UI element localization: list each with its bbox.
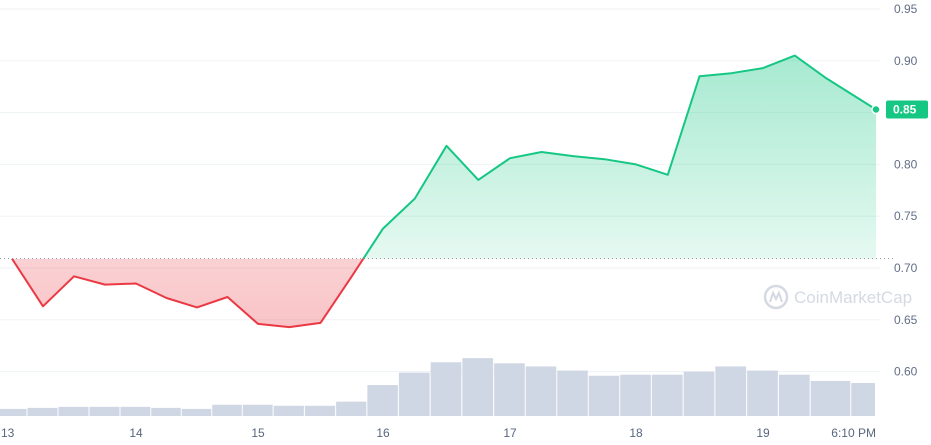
volume-bar xyxy=(715,366,747,416)
volume-bar xyxy=(778,374,810,416)
volume-bar xyxy=(181,408,212,416)
volume-bar xyxy=(212,404,242,416)
y-tick-label: 0.60 xyxy=(894,365,918,379)
y-tick-label: 0.70 xyxy=(894,261,918,275)
volume-bar xyxy=(367,385,398,416)
volume-bar xyxy=(151,407,181,416)
volume-bar xyxy=(89,406,120,416)
watermark-text: CoinMarketCap xyxy=(794,288,912,307)
x-tick-label: 6:10 PM xyxy=(831,426,876,440)
volume-bar xyxy=(494,363,525,416)
x-axis: 13 14 15 16 17 18 19 6:10 PM xyxy=(1,426,876,440)
x-tick-label: 19 xyxy=(756,426,770,440)
price-line-up xyxy=(12,54,877,259)
volume-bar xyxy=(58,406,89,416)
price-line xyxy=(11,54,877,329)
x-tick-label: 15 xyxy=(251,426,265,440)
volume-bar xyxy=(430,362,462,416)
price-line-down xyxy=(11,258,365,329)
volume-bar xyxy=(588,375,620,416)
volume-bars xyxy=(0,358,875,416)
x-tick-label: 18 xyxy=(629,426,643,440)
volume-bar xyxy=(525,366,557,416)
current-price-badge xyxy=(886,100,928,119)
x-tick-label: 16 xyxy=(376,426,390,440)
watermark: CoinMarketCap xyxy=(763,284,912,310)
y-tick-label: 0.90 xyxy=(894,54,918,68)
volume-bar xyxy=(398,372,430,416)
area-below-baseline xyxy=(12,258,876,328)
volume-bar xyxy=(0,408,27,416)
volume-bar xyxy=(747,370,778,416)
current-price-label: 0.85 xyxy=(893,102,917,116)
volume-bar xyxy=(27,407,58,416)
volume-bar xyxy=(242,404,273,416)
x-tick-label: 14 xyxy=(129,426,143,440)
volume-bar xyxy=(120,406,151,416)
volume-bar xyxy=(810,380,851,416)
x-tick-label: 13 xyxy=(1,426,15,440)
y-tick-label: 0.75 xyxy=(894,209,918,223)
volume-bar xyxy=(304,405,336,416)
area-above-baseline xyxy=(363,55,876,259)
x-tick-label: 17 xyxy=(503,426,517,440)
volume-bar xyxy=(462,358,494,416)
volume-bar xyxy=(651,374,683,416)
volume-bar xyxy=(851,382,875,416)
y-tick-label: 0.65 xyxy=(894,313,918,327)
volume-bar xyxy=(683,371,715,416)
current-price-marker: 0.85 xyxy=(871,100,928,119)
volume-bar xyxy=(273,405,304,416)
current-price-dot xyxy=(871,104,881,115)
price-area xyxy=(12,55,876,328)
volume-bar xyxy=(336,401,367,416)
y-tick-label: 0.95 xyxy=(894,2,918,16)
y-axis: 0.95 0.90 0.80 0.75 0.70 0.65 0.60 xyxy=(894,2,918,379)
coinmarketcap-logo-icon xyxy=(763,284,789,310)
volume-bar xyxy=(557,370,588,416)
volume-bar xyxy=(620,374,651,416)
y-tick-label: 0.80 xyxy=(894,157,918,171)
